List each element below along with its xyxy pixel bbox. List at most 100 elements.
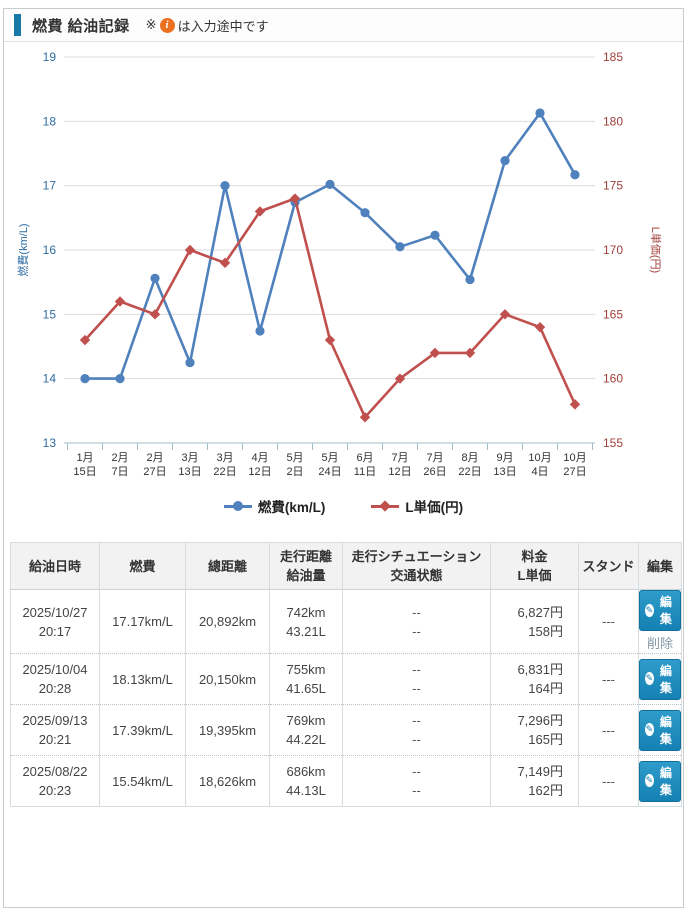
page-header: 燃費 給油記録 ※ i は入力途中です [4,9,683,42]
data-point [150,273,160,283]
chart-gridlines [64,56,595,450]
table-row: 2025/08/22 20:23 15.54km/L 18,626km 686km 44.… [10,755,682,807]
data-point [220,181,230,191]
column-header: 走行距離 給油量 [269,542,343,590]
edit-pencil-icon: ✎ [645,603,654,617]
data-point [185,357,195,368]
edit-button[interactable]: ✎ 編集 [639,590,682,631]
svg-text:10月: 10月 [528,452,551,464]
chart-legend: 燃費(km/L) L単価(円) [4,496,683,516]
svg-text:160: 160 [603,372,623,386]
legend-diamond-marker-icon [371,500,400,512]
svg-text:11日: 11日 [354,466,376,478]
price-cell: 7,296円 165円 [490,704,579,756]
data-point [79,334,91,346]
fuel-economy-cell: 17.17km/L [99,589,186,654]
svg-text:6月: 6月 [356,452,373,464]
data-point [115,374,125,384]
svg-text:4日: 4日 [531,466,548,478]
delete-link[interactable]: 削除 [646,636,673,651]
svg-text:14: 14 [43,372,57,386]
data-point [429,347,441,359]
distance-fuel-cell: 769km 44.22L [269,704,343,756]
data-point [535,108,545,118]
distance-fuel-cell: 742km 43.21L [269,589,343,654]
data-point [534,321,546,333]
left-axis-labels: 19 18 17 16 15 14 13 [43,50,57,450]
svg-text:155: 155 [603,436,623,450]
legend-item-fuel-economy: 燃費(km/L) [223,496,325,516]
page-title: 燃費 給油記録 [32,17,130,35]
total-distance-cell: 19,395km [185,704,270,756]
svg-text:7月: 7月 [426,452,443,464]
svg-text:15日: 15日 [73,466,96,478]
svg-text:7日: 7日 [111,466,128,478]
right-axis-labels: 185 180 175 170 165 160 155 [603,50,623,450]
price-cell: 7,149円 162円 [490,755,579,807]
svg-text:180: 180 [603,114,623,128]
data-point [289,193,301,204]
svg-text:9月: 9月 [496,452,513,464]
situation-cell: -- -- [342,589,491,654]
svg-text:26日: 26日 [423,466,446,478]
svg-text:27日: 27日 [143,466,166,478]
svg-text:15: 15 [43,307,57,321]
edit-button[interactable]: ✎ 編集 [639,658,682,700]
edit-button[interactable]: ✎ 編集 [639,760,682,802]
legend-item-unit-price: L単価(円) [371,496,463,516]
svg-text:7月: 7月 [391,452,408,464]
data-point [464,347,476,359]
fuel-economy-cell: 15.54km/L [99,755,186,807]
column-header: 總距離 [185,542,270,590]
svg-text:13日: 13日 [493,466,516,478]
stand-cell: --- [578,589,639,654]
refuel-datetime-cell: 2025/10/04 20:28 [10,653,100,705]
situation-cell: -- -- [342,653,491,705]
svg-text:3月: 3月 [181,452,198,464]
situation-cell: -- -- [342,704,491,756]
chart-section: 19 18 17 16 15 14 13 185 180 175 170 165 160 155 1月 15日… [4,42,683,516]
table-row: 2025/10/04 20:28 18.13km/L 20,150km 755km 41.… [10,653,682,705]
unit-price-series [79,193,581,423]
svg-text:12日: 12日 [248,466,271,478]
legend-label-unit-price: L単価(円) [405,500,464,515]
fuel-chart: 19 18 17 16 15 14 13 185 180 175 170 165 160 155 1月 15日… [16,50,663,478]
records-table-body: 2025/10/27 20:17 17.17km/L 20,892km 742km 43.… [10,589,682,807]
edit-cell: ✎ 編集削除 [638,589,682,654]
refuel-datetime-cell: 2025/10/27 20:17 [10,589,100,654]
edit-button-label: 編集 [659,663,672,695]
data-point [80,374,90,384]
svg-text:185: 185 [603,50,623,64]
edit-button[interactable]: ✎ 編集 [639,709,682,751]
edit-cell: ✎ 編集 [638,704,682,756]
data-point [499,309,511,320]
price-cell: 6,831円 164円 [490,653,579,705]
total-distance-cell: 18,626km [185,755,270,807]
data-point [569,399,581,410]
svg-text:18: 18 [43,114,57,128]
data-point [500,155,510,166]
x-axis-labels: 1月 15日 2月 7日 2月 27日 3月 13日 3月 22日 4月 12日 5月 2日 5月 24日 6月… [73,452,586,478]
data-point [465,274,475,285]
svg-text:22日: 22日 [458,466,481,478]
svg-text:8月: 8月 [461,452,478,464]
left-axis-title: 燃費(km/L) [16,223,30,276]
data-point [149,309,161,320]
total-distance-cell: 20,150km [185,653,270,705]
column-header: 走行シチュエーション 交通状態 [342,542,491,590]
edit-button-label: 編集 [659,595,672,626]
column-header: 編集 [638,542,682,590]
svg-text:2月: 2月 [111,452,128,464]
svg-text:13: 13 [43,436,57,450]
svg-text:3月: 3月 [216,452,233,464]
title-accent-bar [14,14,21,36]
data-point [255,326,265,336]
svg-text:175: 175 [603,179,623,193]
edit-button-label: 編集 [659,714,672,746]
data-point [395,242,405,252]
data-point [570,170,580,180]
note-mark: ※ [145,17,157,32]
svg-text:5月: 5月 [286,452,303,464]
data-point [219,257,231,269]
column-header: 料金 L単価 [490,542,579,590]
